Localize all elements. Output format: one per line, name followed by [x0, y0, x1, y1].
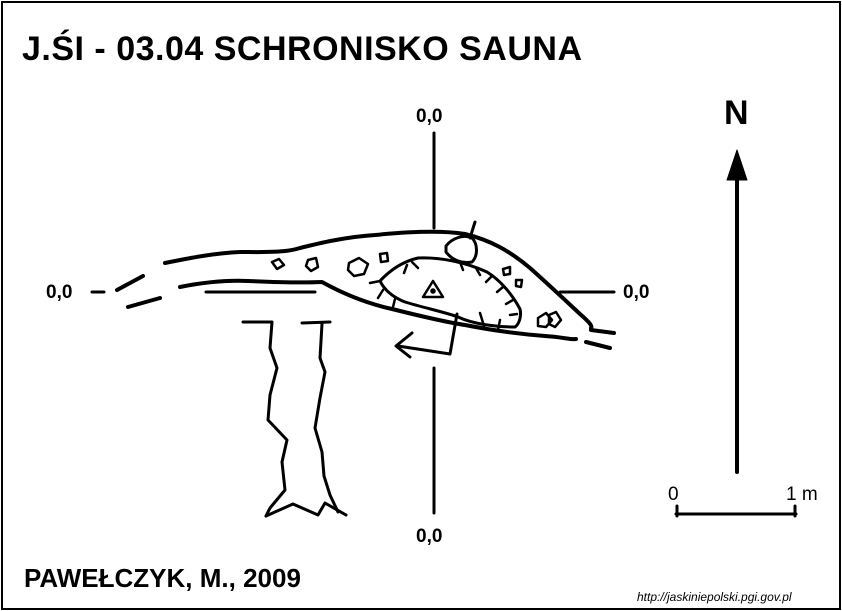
alcove-outline [444, 234, 478, 264]
alcove-line [468, 220, 477, 240]
author-credit: PAWEŁCZYK, M., 2009 [24, 563, 301, 593]
boulder [270, 257, 286, 271]
lower-wall-entrance [126, 296, 162, 309]
scale-start-label: 0 [668, 484, 679, 505]
inner-chamber [368, 220, 522, 332]
boulder [346, 256, 370, 278]
arrow-up-icon [726, 149, 748, 474]
side-passage [241, 320, 348, 518]
scale-end-label: 1 m [786, 484, 818, 505]
hachure-marks [368, 260, 519, 332]
coord-label-left: 0,0 [46, 282, 73, 303]
arrow-left-icon [394, 312, 459, 359]
right-exit-lower [584, 340, 612, 350]
side-passage-left-wall [241, 320, 289, 518]
north-label: N [724, 94, 749, 132]
triangle-with-dot-icon [421, 279, 445, 299]
boulder [547, 310, 563, 329]
right-exit-upper [589, 328, 616, 335]
coord-label-top: 0,0 [416, 106, 443, 127]
map-title: J.ŚI - 03.04 SCHRONISKO SAUNA [22, 30, 583, 68]
upper-wall [163, 229, 594, 330]
side-passage-floor [264, 501, 348, 518]
source-url: http://jaskiniepolski.pgi.gov.pl [637, 590, 792, 604]
boulder [514, 278, 524, 289]
side-passage-right-wall [300, 320, 340, 514]
boulder [378, 251, 390, 264]
boulder [501, 265, 512, 277]
reference-axes [90, 131, 616, 515]
boulder [304, 256, 320, 273]
coord-label-bottom: 0,0 [416, 526, 443, 547]
inner-chamber-outline [378, 256, 522, 329]
scale-bar [674, 504, 798, 518]
boulders [270, 251, 563, 329]
coord-label-right: 0,0 [623, 282, 650, 303]
cave-walls [115, 229, 616, 350]
lower-wall [178, 278, 578, 342]
upper-wall-entrance [115, 274, 145, 292]
